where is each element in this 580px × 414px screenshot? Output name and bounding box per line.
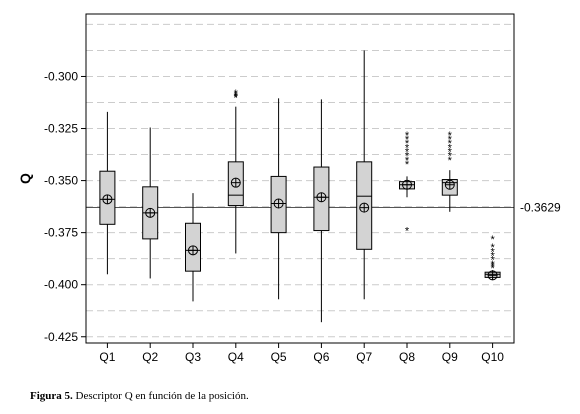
outlier-marker: * <box>490 234 495 246</box>
x-tick-label: Q5 <box>271 350 287 364</box>
figure-caption: Figura 5. Descriptor Q en función de la … <box>30 390 249 402</box>
outlier-marker: * <box>405 159 410 171</box>
outlier-marker: * <box>448 151 453 163</box>
plot-frame <box>85 13 515 344</box>
outlier-marker: * <box>448 142 453 154</box>
outlier-marker: * <box>405 142 410 154</box>
outlier-marker: * <box>448 134 453 146</box>
outlier-marker: * <box>405 138 410 150</box>
caption-label: Figura 5. <box>30 390 73 402</box>
y-tick-label: -0.300 <box>44 69 78 83</box>
outlier-marker: * <box>405 155 410 167</box>
y-axis-label: Q <box>17 173 33 184</box>
outlier-marker: * <box>234 88 239 100</box>
outlier-marker: * <box>234 92 239 104</box>
outlier-marker: * <box>405 146 410 158</box>
boxplot-chart: -0.300 -0.325 -0.350 -0.375 -0.400 -0.425 Q -0.… <box>17 13 561 364</box>
y-tick-label: -0.350 <box>44 174 78 188</box>
x-tick-label: Q3 <box>185 350 201 364</box>
y-tick-label: -0.425 <box>44 330 78 344</box>
y-tick-label: -0.375 <box>44 226 78 240</box>
x-tick-label: Q4 <box>228 350 244 364</box>
x-tick-label: Q1 <box>99 350 115 364</box>
reference-line-label: -0.3629 <box>520 200 561 214</box>
y-tick-label: -0.400 <box>44 278 78 292</box>
outlier-marker: * <box>490 242 495 254</box>
outlier-marker: * <box>234 91 239 103</box>
outlier-marker: * <box>234 90 239 102</box>
outlier-marker: * <box>490 261 495 273</box>
x-tick-label: Q9 <box>442 350 458 364</box>
outlier-marker: * <box>405 130 410 142</box>
outlier-marker: * <box>490 263 495 275</box>
outlier-marker: * <box>448 130 453 142</box>
outlier-marker: * <box>448 138 453 150</box>
outlier-marker: * <box>405 226 410 238</box>
x-tick-label: Q8 <box>399 350 415 364</box>
x-tick-label: Q6 <box>313 350 329 364</box>
caption-text: Descriptor Q en función de la posición. <box>72 390 249 402</box>
y-tick-label: -0.325 <box>44 122 78 136</box>
outlier-marker: * <box>490 255 495 267</box>
outlier-marker: * <box>490 246 495 258</box>
outlier-marker: * <box>405 134 410 146</box>
outlier-marker: * <box>405 151 410 163</box>
outlier-marker: * <box>448 155 453 167</box>
chart: -0.300 -0.325 -0.350 -0.375 -0.400 -0.425 Q -0.… <box>17 13 561 364</box>
outlier-marker: * <box>490 251 495 263</box>
x-tick-label: Q2 <box>142 350 158 364</box>
x-tick-label: Q7 <box>356 350 372 364</box>
outlier-marker: * <box>490 259 495 271</box>
outlier-marker: * <box>448 146 453 158</box>
x-tick-label: Q10 <box>481 350 504 364</box>
